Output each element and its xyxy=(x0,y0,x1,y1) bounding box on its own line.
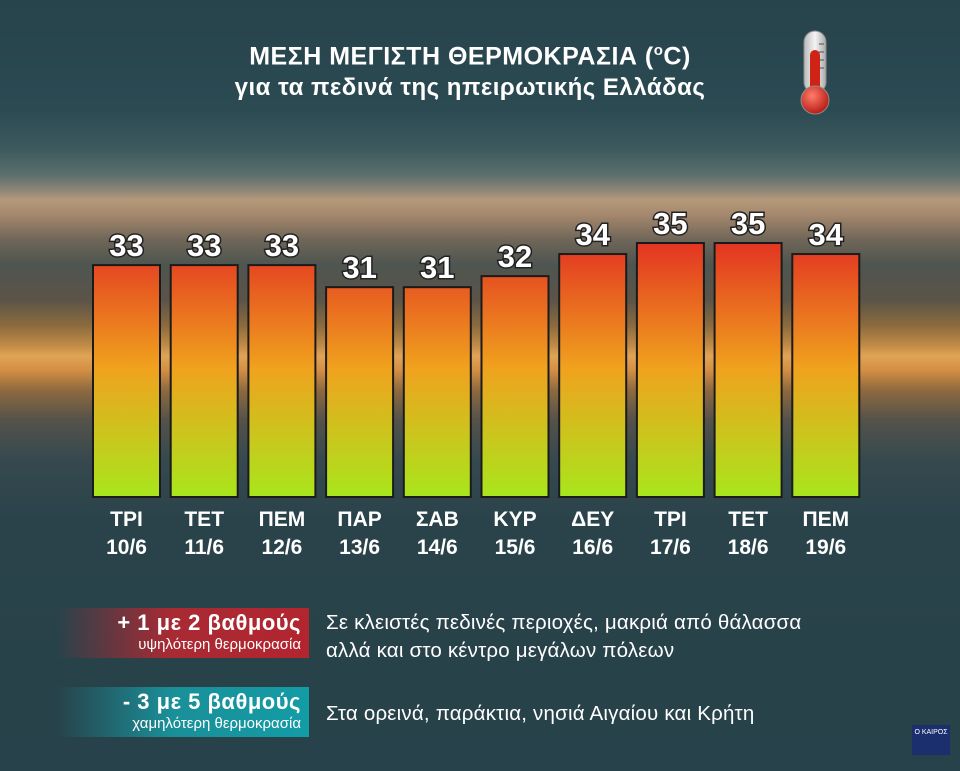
channel-logo: Ο ΚΑΙΡΟΣ xyxy=(912,725,950,755)
x-tick-day-7: ΤΡΙ xyxy=(654,508,687,531)
warmer-amount: + 1 με 2 βαθμούς xyxy=(117,610,301,635)
value-label-6: 34 xyxy=(575,217,610,252)
x-tick-date-3: 13/6 xyxy=(339,536,380,559)
bar-8 xyxy=(713,242,783,498)
bar-1 xyxy=(169,264,239,498)
warmer-legend-text: Σε κλειστές πεδινές περιοχές, μακριά από… xyxy=(326,609,801,665)
x-tick-day-5: ΚΥΡ xyxy=(493,508,536,531)
warmer-text-line-1: Σε κλειστές πεδινές περιοχές, μακριά από… xyxy=(326,611,802,634)
cooler-legend-text: Στα ορεινά, παράκτια, νησιά Αιγαίου και … xyxy=(326,702,755,725)
bar-5 xyxy=(480,275,550,498)
value-label-8: 35 xyxy=(731,206,765,241)
x-tick-day-1: ΤΕΤ xyxy=(184,508,224,531)
title-line-2: για τα πεδινά της ηπειρωτικής Ελλάδας xyxy=(234,74,706,102)
bar-4 xyxy=(402,286,472,498)
x-tick-date-2: 12/6 xyxy=(261,536,302,559)
x-tick-day-3: ΠΑΡ xyxy=(337,508,381,531)
value-label-3: 31 xyxy=(342,250,376,285)
x-tick-date-7: 17/6 xyxy=(650,536,691,559)
cooler-legend-box: - 3 με 5 βαθμούς χαμηλότερη θερμοκρασία xyxy=(57,687,309,737)
x-tick-date-1: 11/6 xyxy=(184,536,224,559)
cooler-amount: - 3 με 5 βαθμούς xyxy=(122,689,301,714)
value-label-1: 33 xyxy=(187,228,221,263)
title-line-1: ΜΕΣΗ ΜΕΓΙΣΤΗ ΘΕΡΜΟΚΡΑΣΙΑ (oC) xyxy=(249,42,691,71)
warmer-description: υψηλότερη θερμοκρασία xyxy=(138,636,301,653)
cooler-description: χαμηλότερη θερμοκρασία xyxy=(132,715,301,732)
chart-title: ΜΕΣΗ ΜΕΓΙΣΤΗ ΘΕΡΜΟΚΡΑΣΙΑ (oC) για τα πεδ… xyxy=(150,36,790,103)
x-tick-date-0: 10/6 xyxy=(106,536,147,559)
value-label-4: 31 xyxy=(420,250,454,285)
warmer-legend-box: + 1 με 2 βαθμούς υψηλότερη θερμοκρασία xyxy=(57,608,309,658)
x-tick-day-2: ΠΕΜ xyxy=(259,508,306,531)
x-tick-day-0: ΤΡΙ xyxy=(110,508,143,531)
x-tick-date-9: 19/6 xyxy=(805,536,846,559)
warmer-text-line-2: αλλά και στο κέντρο μεγάλων πόλεων xyxy=(326,639,675,662)
bar-7 xyxy=(635,242,705,498)
x-tick-date-6: 16/6 xyxy=(572,536,613,559)
x-tick-date-5: 15/6 xyxy=(495,536,536,559)
bar-6 xyxy=(558,253,628,498)
value-label-0: 33 xyxy=(109,228,143,263)
value-label-5: 32 xyxy=(498,239,532,274)
value-label-7: 35 xyxy=(653,206,687,241)
bar-9 xyxy=(791,253,861,498)
x-tick-day-8: ΤΕΤ xyxy=(728,508,768,531)
x-tick-day-6: ΔΕΥ xyxy=(571,508,614,531)
value-label-2: 33 xyxy=(265,228,299,263)
value-label-9: 34 xyxy=(809,217,844,252)
thermometer-icon xyxy=(800,30,830,115)
bar-2 xyxy=(247,264,317,498)
bar-0 xyxy=(92,264,161,498)
x-tick-day-4: ΣΑΒ xyxy=(416,508,459,531)
x-tick-day-9: ΠΕΜ xyxy=(802,508,849,531)
x-tick-date-4: 14/6 xyxy=(417,536,458,559)
x-tick-date-8: 18/6 xyxy=(728,536,769,559)
bar-chart: 33 ΤΡΙ 10/6 33 ΤΕΤ 11/6 33 ΠΕΜ 12/6 31 ΠΑΡ 13/6 31 ΣΑ… xyxy=(92,205,861,559)
bar-3 xyxy=(325,286,395,498)
